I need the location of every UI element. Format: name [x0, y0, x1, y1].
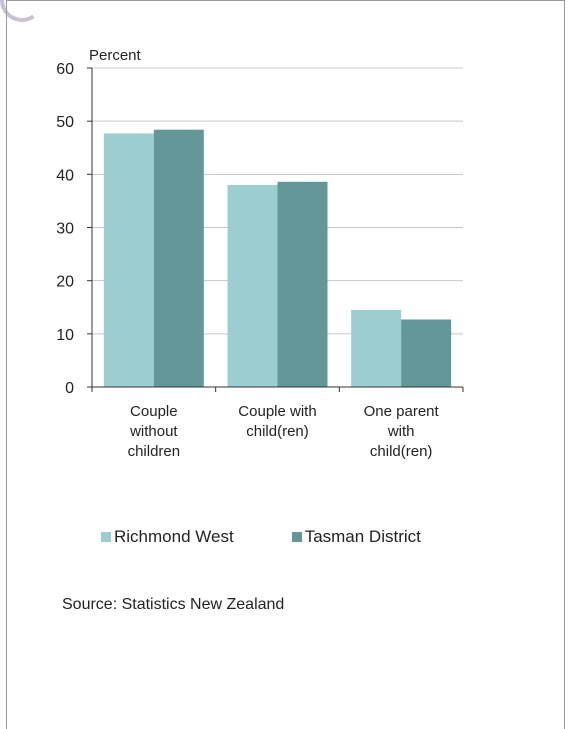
y-tick-label: 10 — [56, 327, 74, 344]
legend-swatch — [101, 532, 111, 542]
y-tick-label: 30 — [56, 221, 74, 238]
bar-tasman-district-1 — [277, 181, 328, 387]
bar-richmond-west-0 — [103, 133, 154, 387]
y-tick-label: 50 — [56, 114, 74, 131]
bar-richmond-west-1 — [227, 184, 278, 387]
y-tick-label: 60 — [56, 61, 74, 78]
frame-border — [6, 0, 565, 729]
legend-label: Tasman District — [304, 527, 421, 546]
bar-chart: 0 10 20 30 40 50 60 Percent Couple without childre… — [56, 47, 464, 460]
y-tick-label: 40 — [56, 167, 74, 184]
x-tick-label: One parent with child(ren) — [364, 403, 440, 460]
chart-legend: Richmond West Tasman District — [101, 526, 421, 548]
legend-label: Richmond West — [114, 527, 234, 546]
bar-tasman-district-0 — [153, 129, 204, 387]
x-tick-label: Couple without children — [128, 403, 181, 460]
y-axis-label: Percent — [89, 47, 142, 64]
legend-swatch — [291, 532, 302, 542]
bar-tasman-district-2 — [401, 319, 452, 387]
x-tick-label: Couple with child(ren) — [238, 403, 316, 440]
bar-richmond-west-2 — [351, 309, 402, 387]
source-note: Source: Statistics New Zealand — [62, 596, 285, 613]
y-tick-label: 0 — [65, 380, 74, 397]
legend-item-richmond-west: Richmond West — [101, 527, 234, 547]
y-tick-label: 20 — [56, 274, 74, 291]
legend-item-tasman-district: Tasman District — [291, 527, 421, 547]
